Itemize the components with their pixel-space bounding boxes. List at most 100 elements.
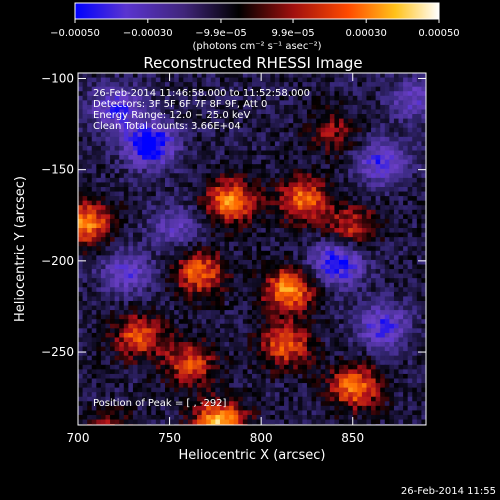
heatmap-cell [361,132,368,138]
heatmap-cell [380,214,386,220]
heatmap-cell [146,237,152,243]
heatmap-cell [311,114,317,120]
heatmap-cell [132,104,139,111]
heatmap-cell [105,214,111,220]
heatmap-cell [187,237,194,243]
heatmap-cell [398,82,404,88]
heatmap-cell [412,232,418,238]
heatmap-cell [119,300,125,307]
heatmap-cell [325,109,331,115]
heatmap-cell [165,351,171,357]
heatmap-cell [151,127,157,133]
heatmap-cell [160,241,166,247]
heatmap-cell [421,264,426,270]
heatmap-cell [174,118,180,124]
heatmap-cell [110,132,116,138]
heatmap-cell [119,346,125,352]
heatmap-cell [407,196,413,202]
heatmap-cell [114,73,120,79]
heatmap-cell [407,337,413,343]
heatmap-cell [325,159,331,165]
heatmap-cell [252,145,258,152]
heatmap-cell [316,218,322,225]
heatmap-cell [87,95,93,101]
heatmap-cell [96,196,102,202]
heatmap-cell [284,232,290,238]
heatmap-cell [174,250,180,256]
heatmap-cell [297,273,303,279]
heatmap-cell [174,77,180,83]
heatmap-cell [252,332,258,339]
heatmap-cell [398,159,404,165]
heatmap-cell [155,291,162,298]
heatmap-cell [265,82,271,88]
heatmap-cell [412,259,418,266]
heatmap-cell [192,164,198,170]
heatmap-cell [380,86,386,92]
heatmap-cell [132,168,139,174]
heatmap-cell [229,123,235,129]
heatmap-cell [274,132,281,138]
heatmap-cell [412,177,418,184]
heatmap-cell [412,314,418,320]
heatmap-cell [119,332,125,339]
heatmap-cell [343,132,349,138]
heatmap-cell [256,342,262,348]
heatmap-cell [224,100,230,106]
heatmap-cell [215,369,221,375]
heatmap-cell [197,109,203,115]
heatmap-cell [421,173,426,179]
heatmap-cell [137,182,143,188]
heatmap-cell [416,355,423,361]
heatmap-cell [316,141,322,147]
heatmap-cell [270,91,276,97]
heatmap-cell [325,246,331,252]
heatmap-cell [412,319,418,325]
heatmap-cell [311,118,317,124]
heatmap-cell [357,300,363,307]
heatmap-cell [371,173,377,179]
heatmap-cell [302,351,308,357]
heatmap-cell [371,91,377,97]
heatmap-cell [87,141,93,147]
heatmap-cell [252,100,258,106]
heatmap-cell [197,177,203,184]
heatmap-cell [229,159,235,165]
heatmap-cell [384,95,390,101]
heatmap-cell [96,150,102,156]
heatmap-cell [316,305,322,311]
heatmap-cell [297,127,303,133]
heatmap-cell [421,155,426,161]
heatmap-cell [274,351,281,357]
heatmap-cell [146,91,152,97]
heatmap-cell [293,186,299,193]
heatmap-cell [247,310,253,316]
heatmap-cell [261,118,267,124]
heatmap-cell [87,241,93,247]
heatmap-cell [284,360,290,366]
heatmap-cell [306,296,313,302]
heatmap-cell [206,100,212,106]
heatmap-cell [160,200,166,206]
heatmap-cell [192,282,198,288]
heatmap-cell [132,196,139,202]
heatmap-cell [87,77,93,83]
heatmap-cell [252,323,258,329]
heatmap-cell [229,127,235,133]
heatmap-cell [219,269,226,275]
heatmap-cell [325,259,331,266]
heatmap-cell [375,319,381,325]
heatmap-cell [384,177,390,184]
heatmap-cell [361,209,368,215]
heatmap-cell [329,278,336,284]
heatmap-cell [288,259,294,266]
heatmap-cell [114,237,120,243]
heatmap-cell [375,73,381,79]
heatmap-cell [375,228,381,234]
heatmap-cell [334,296,340,302]
heatmap-cell [82,337,88,343]
heatmap-cell [343,355,349,361]
heatmap-cell [247,319,253,325]
heatmap-cell [137,264,143,270]
heatmap-cell [288,310,294,316]
